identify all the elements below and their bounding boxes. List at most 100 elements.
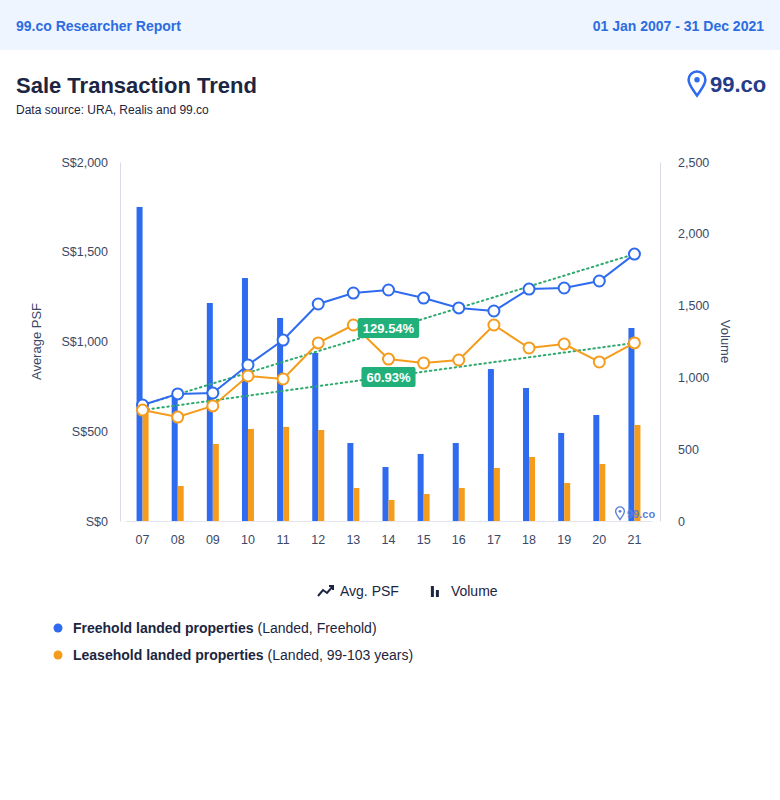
axis-line	[660, 163, 661, 522]
tick: S$1,500	[61, 245, 120, 259]
legend-type-item: Volume	[431, 583, 498, 599]
tick: 2,500	[660, 156, 709, 170]
bar	[418, 454, 424, 521]
trend-line	[143, 254, 635, 405]
legend-swatch	[54, 624, 63, 633]
legend-type-label: Volume	[451, 583, 498, 599]
tick-label: S$2,000	[61, 156, 108, 170]
tick-label: S$1,500	[61, 245, 108, 259]
marker	[207, 388, 218, 399]
tick: 500	[660, 443, 699, 457]
tick-label: 2,000	[678, 227, 709, 241]
tick: S$500	[72, 425, 120, 439]
annotation-box	[361, 367, 415, 387]
tick-label: 2,500	[678, 156, 709, 170]
tick-label: 15	[417, 533, 431, 547]
tick: S$1,000	[61, 335, 120, 349]
marker	[594, 356, 605, 367]
tick: 21	[627, 521, 641, 547]
tick: 12	[311, 521, 325, 547]
line	[143, 325, 635, 417]
bar	[564, 483, 570, 521]
legend-type-label: Avg. PSF	[340, 583, 399, 599]
bar	[599, 464, 605, 521]
tick: 18	[522, 521, 536, 547]
tick: 14	[382, 521, 396, 547]
tick: 08	[171, 521, 185, 547]
legend-label: Freehold landed properties(Landed, Freeh…	[73, 620, 377, 636]
bar	[628, 328, 634, 521]
x-axis: 07 08 09 10 11 12 13 14 15 16 17 18 19 20 21	[126, 521, 653, 547]
tick: S$0	[86, 515, 120, 529]
marker	[418, 293, 429, 304]
logo-pin	[689, 71, 706, 95]
axis-line	[126, 521, 653, 522]
subtitle: Data source: URA, Realis and 99.co	[16, 103, 209, 117]
tick-label: S$0	[86, 515, 108, 529]
bar	[248, 429, 254, 521]
marker	[172, 412, 183, 423]
bar	[494, 468, 500, 521]
marker	[383, 354, 394, 365]
tick-label: 14	[382, 533, 396, 547]
marker	[594, 276, 605, 287]
tick-label: 13	[346, 533, 360, 547]
marker	[172, 388, 183, 399]
tick-label: 500	[678, 443, 699, 457]
tick: 1,500	[660, 299, 709, 313]
tick: S$2,000	[61, 156, 120, 170]
y-axis-title: Average PSF	[29, 303, 44, 380]
marker	[559, 283, 570, 294]
axis-line	[120, 163, 121, 522]
marker	[488, 305, 499, 316]
bar	[277, 318, 283, 521]
logo-pin	[616, 507, 625, 520]
tick: 20	[592, 521, 606, 547]
bar	[523, 388, 529, 521]
bar	[318, 430, 324, 521]
legend-type-item: Avg. PSF	[318, 583, 399, 599]
legend-line-icon	[318, 586, 333, 596]
legend-name: Leasehold landed properties	[73, 647, 264, 663]
legend-bar-icon	[436, 590, 439, 597]
annotation: 129.54%	[358, 318, 419, 338]
marker	[383, 284, 394, 295]
bar	[593, 415, 599, 521]
tick-label: 0	[678, 515, 685, 529]
tick: 17	[487, 521, 501, 547]
logo: 99.co	[616, 507, 656, 520]
tick-label: 12	[311, 533, 325, 547]
tick-label: 21	[627, 533, 641, 547]
marker	[313, 298, 324, 309]
annotation-label: 129.54%	[363, 321, 415, 336]
marker	[137, 405, 148, 416]
bar	[529, 457, 535, 521]
marker	[559, 339, 570, 350]
legend-label: Leasehold landed properties(Landed, 99-1…	[73, 647, 413, 663]
tick-label: 20	[592, 533, 606, 547]
tick: 16	[452, 521, 466, 547]
marker	[348, 288, 359, 299]
header-period: 01 Jan 2007 - 31 Dec 2021	[593, 18, 764, 34]
tick: 07	[136, 521, 150, 547]
tick-label: 07	[136, 533, 150, 547]
tick: 19	[557, 521, 571, 547]
marker	[278, 374, 289, 385]
bar	[283, 427, 289, 521]
tick-label: 18	[522, 533, 536, 547]
marker	[524, 284, 535, 295]
bar	[453, 443, 459, 521]
tick: 09	[206, 521, 220, 547]
marker	[524, 342, 535, 353]
tick-label: 09	[206, 533, 220, 547]
marker	[488, 319, 499, 330]
bar	[383, 467, 389, 521]
legend-swatch	[54, 651, 63, 660]
tick: 15	[417, 521, 431, 547]
bar	[634, 425, 640, 521]
marker	[453, 302, 464, 313]
tick: 11	[277, 521, 290, 547]
annotation: 60.93%	[361, 367, 415, 387]
legend-name: Freehold landed properties	[73, 620, 254, 636]
tick: 10	[241, 521, 255, 547]
